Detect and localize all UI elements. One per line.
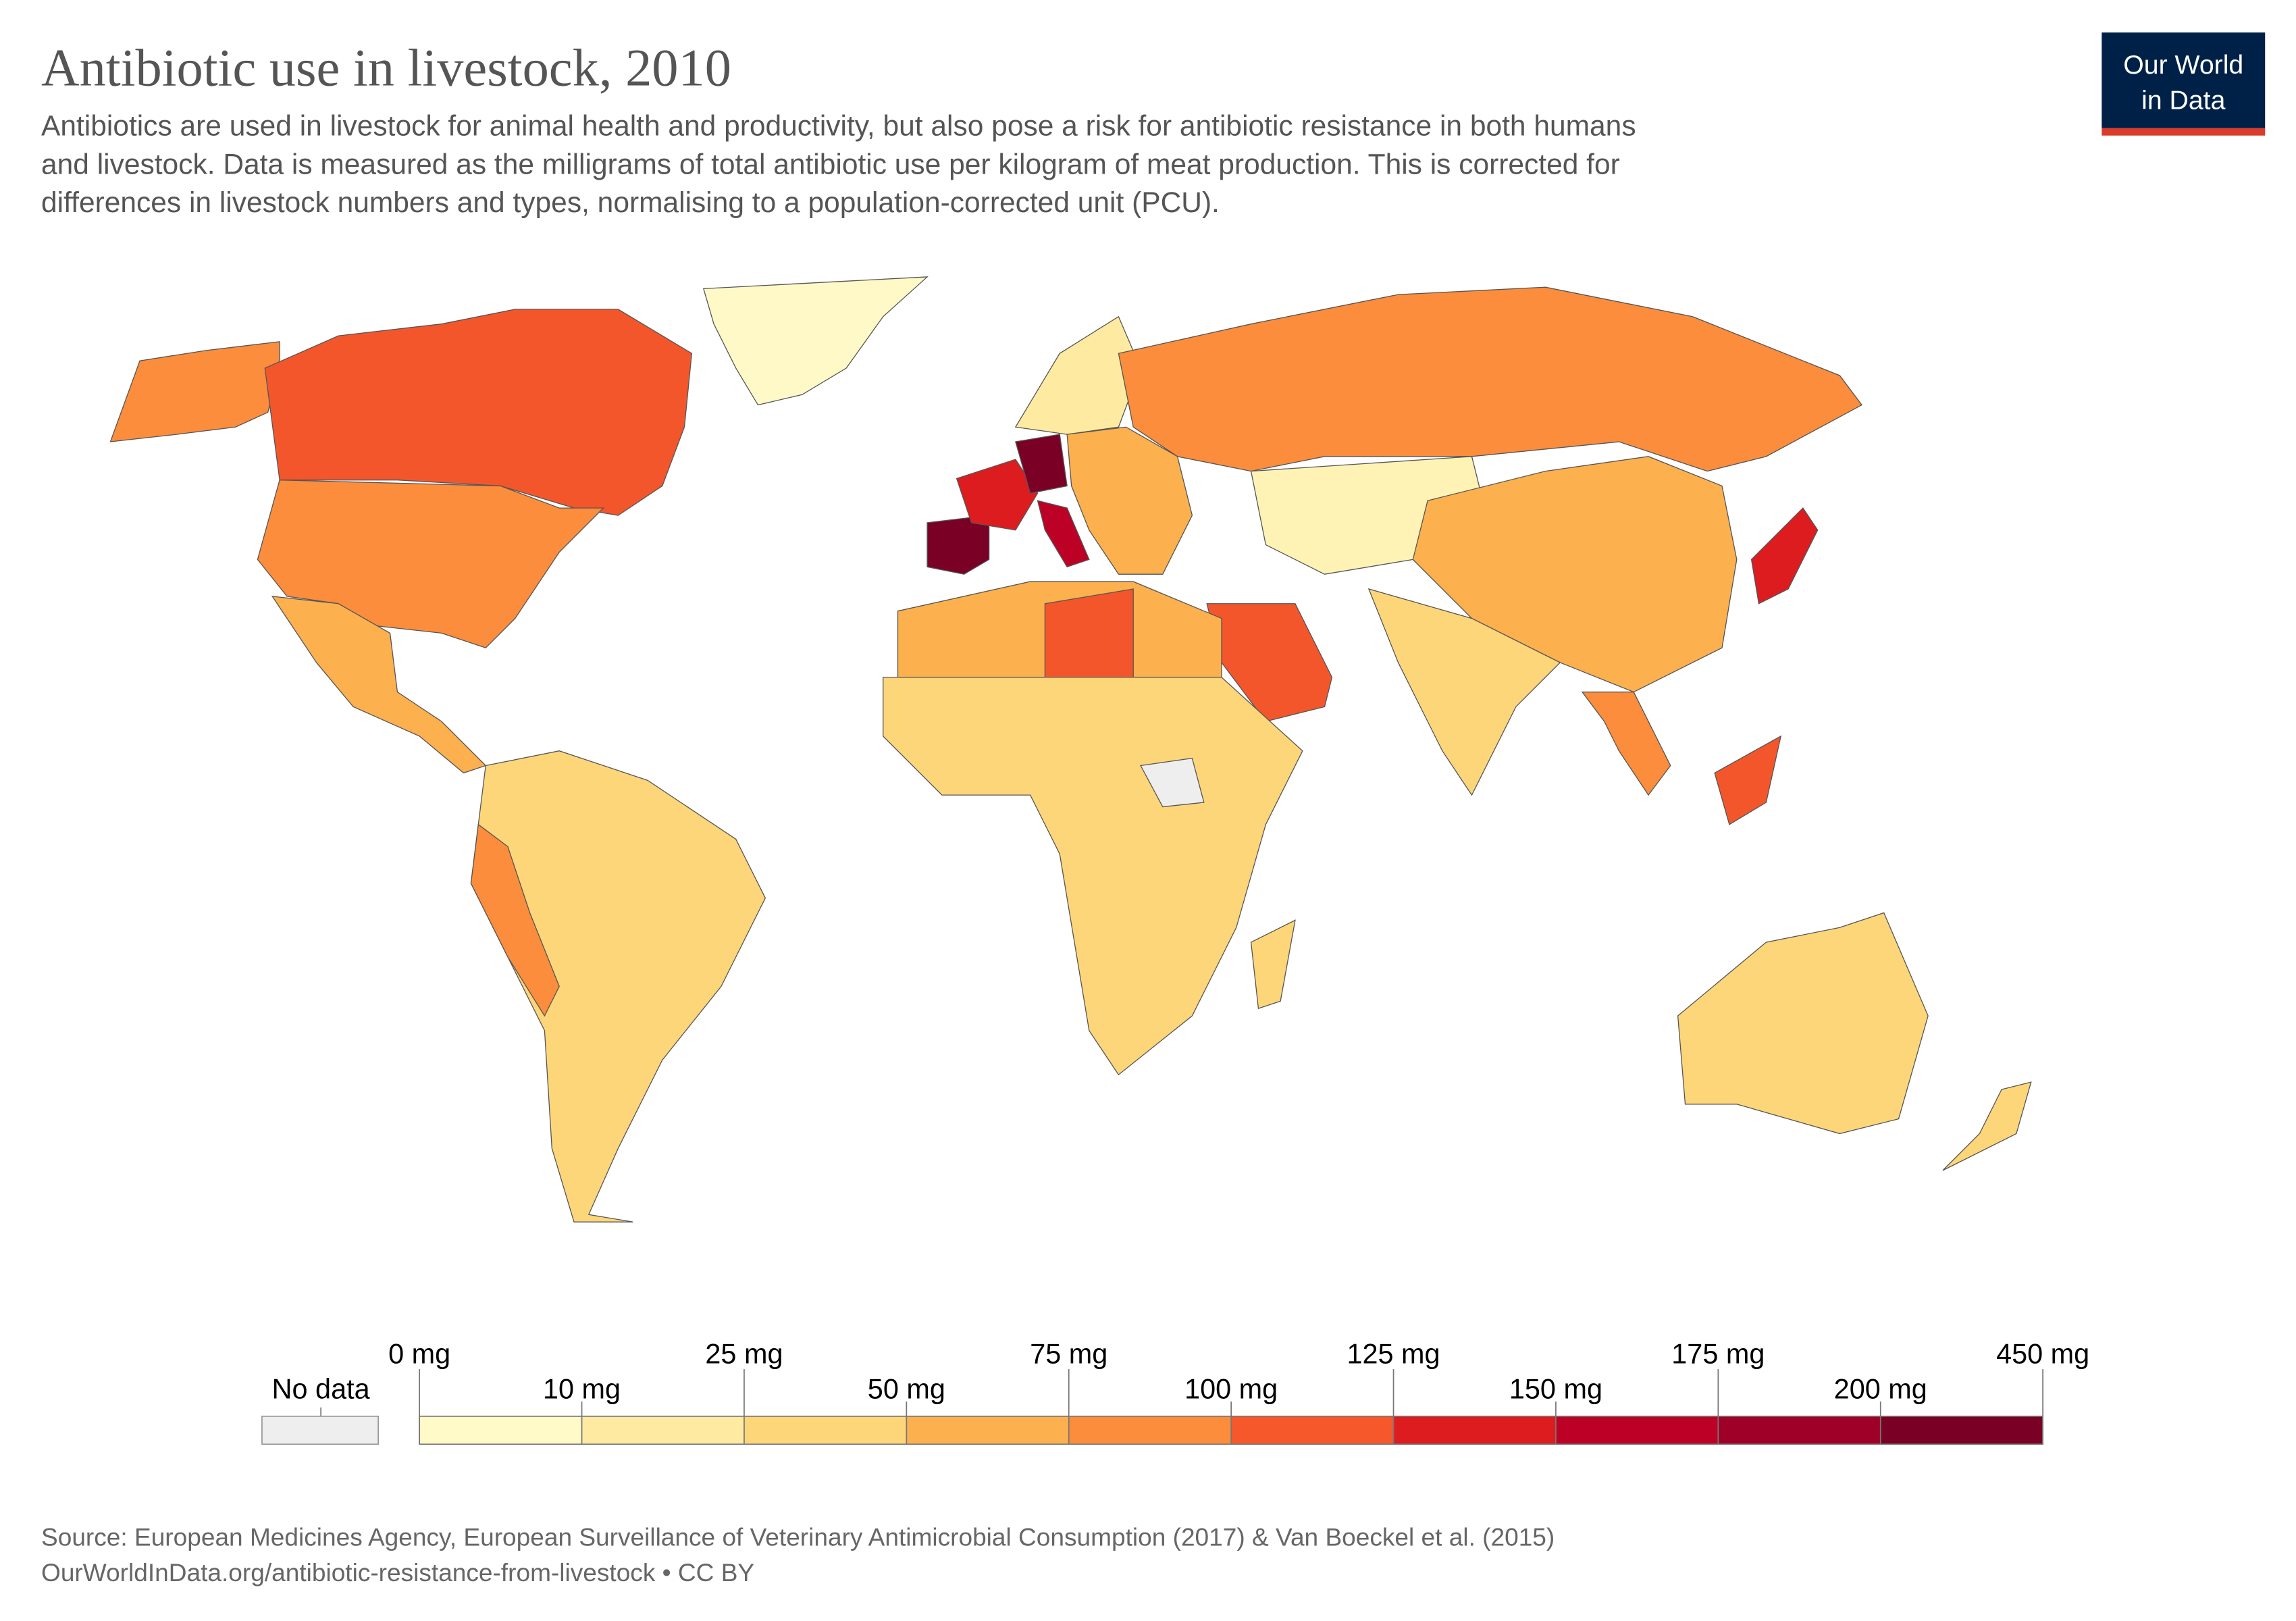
- logo-text: Our World: [2123, 50, 2243, 80]
- japan: [1750, 507, 1819, 604]
- australia: [1677, 912, 1929, 1135]
- russia: [1118, 286, 1863, 472]
- legend-bin: [743, 1416, 907, 1445]
- logo-text: in Data: [2141, 85, 2225, 115]
- legend-label: 450 mg: [1996, 1338, 2089, 1369]
- source-line: OurWorldInData.org/antibiotic-resistance…: [41, 1558, 754, 1587]
- legend-label: 50 mg: [868, 1374, 945, 1405]
- france: [956, 459, 1039, 531]
- sub-saharan-africa: [883, 677, 1303, 1076]
- legend-label: 200 mg: [1834, 1374, 1927, 1405]
- subtitle-line: Antibiotics are used in livestock for an…: [41, 111, 1636, 143]
- legend-bin: [906, 1416, 1069, 1445]
- subtitle: Antibiotics are used in livestock for an…: [41, 111, 1636, 219]
- legend-label: 75 mg: [1030, 1338, 1107, 1369]
- title: Antibiotic use in livestock, 2010: [41, 38, 731, 97]
- source-line: Source: European Medicines Agency, Europ…: [41, 1523, 1555, 1551]
- legend-bin: [1231, 1416, 1394, 1445]
- legend-label: 0 mg: [388, 1338, 450, 1369]
- legend-bin: [1718, 1416, 1881, 1445]
- canada: [264, 309, 693, 516]
- italy: [1037, 500, 1090, 568]
- legend-label: 175 mg: [1671, 1338, 1765, 1369]
- no-data-label: No data: [272, 1374, 371, 1405]
- india: [1367, 588, 1561, 796]
- subtitle-line: and livestock. Data is measured as the m…: [41, 149, 1620, 180]
- legend-label: 25 mg: [705, 1338, 783, 1369]
- peru: [470, 823, 560, 1017]
- scandinavia: [1014, 315, 1141, 435]
- legend-bin: [1068, 1416, 1232, 1445]
- logo: Our World in Data: [2102, 32, 2266, 136]
- no-data-region: [1140, 757, 1205, 808]
- southeast-asia: [1581, 691, 1671, 796]
- usa: [257, 480, 605, 648]
- logo-bar: [2102, 128, 2266, 136]
- legend-bin: [1555, 1416, 1719, 1445]
- legend-label: 10 mg: [543, 1374, 621, 1405]
- legend-bin: [419, 1416, 582, 1445]
- germany: [1015, 434, 1068, 494]
- alaska: [109, 341, 280, 442]
- legend-bin: [1880, 1416, 2043, 1445]
- subtitle-line: differences in livestock numbers and typ…: [41, 187, 1220, 219]
- china: [1412, 456, 1738, 693]
- libya: [1044, 588, 1134, 686]
- eastern-europe: [1066, 426, 1193, 575]
- borneo: [1714, 735, 1782, 825]
- legend-label: 100 mg: [1184, 1374, 1278, 1405]
- south-america: [470, 750, 766, 1223]
- legend-bin: [1393, 1416, 1556, 1445]
- greenland: [702, 276, 929, 406]
- world-map: [109, 276, 2032, 1223]
- new-zealand: [1942, 1081, 2032, 1171]
- legend-label: 125 mg: [1347, 1338, 1440, 1369]
- source: Source: European Medicines Agency, Europ…: [41, 1523, 1555, 1587]
- logo-box: [2102, 32, 2266, 128]
- legend: No data 0 mg 10 mg 25 mg 50 mg 75 mg 100 mg 12…: [261, 1338, 2089, 1445]
- madagascar: [1250, 919, 1296, 1010]
- no-data-swatch: [261, 1415, 379, 1445]
- legend-bin: [581, 1416, 744, 1445]
- legend-label: 150 mg: [1509, 1374, 1602, 1405]
